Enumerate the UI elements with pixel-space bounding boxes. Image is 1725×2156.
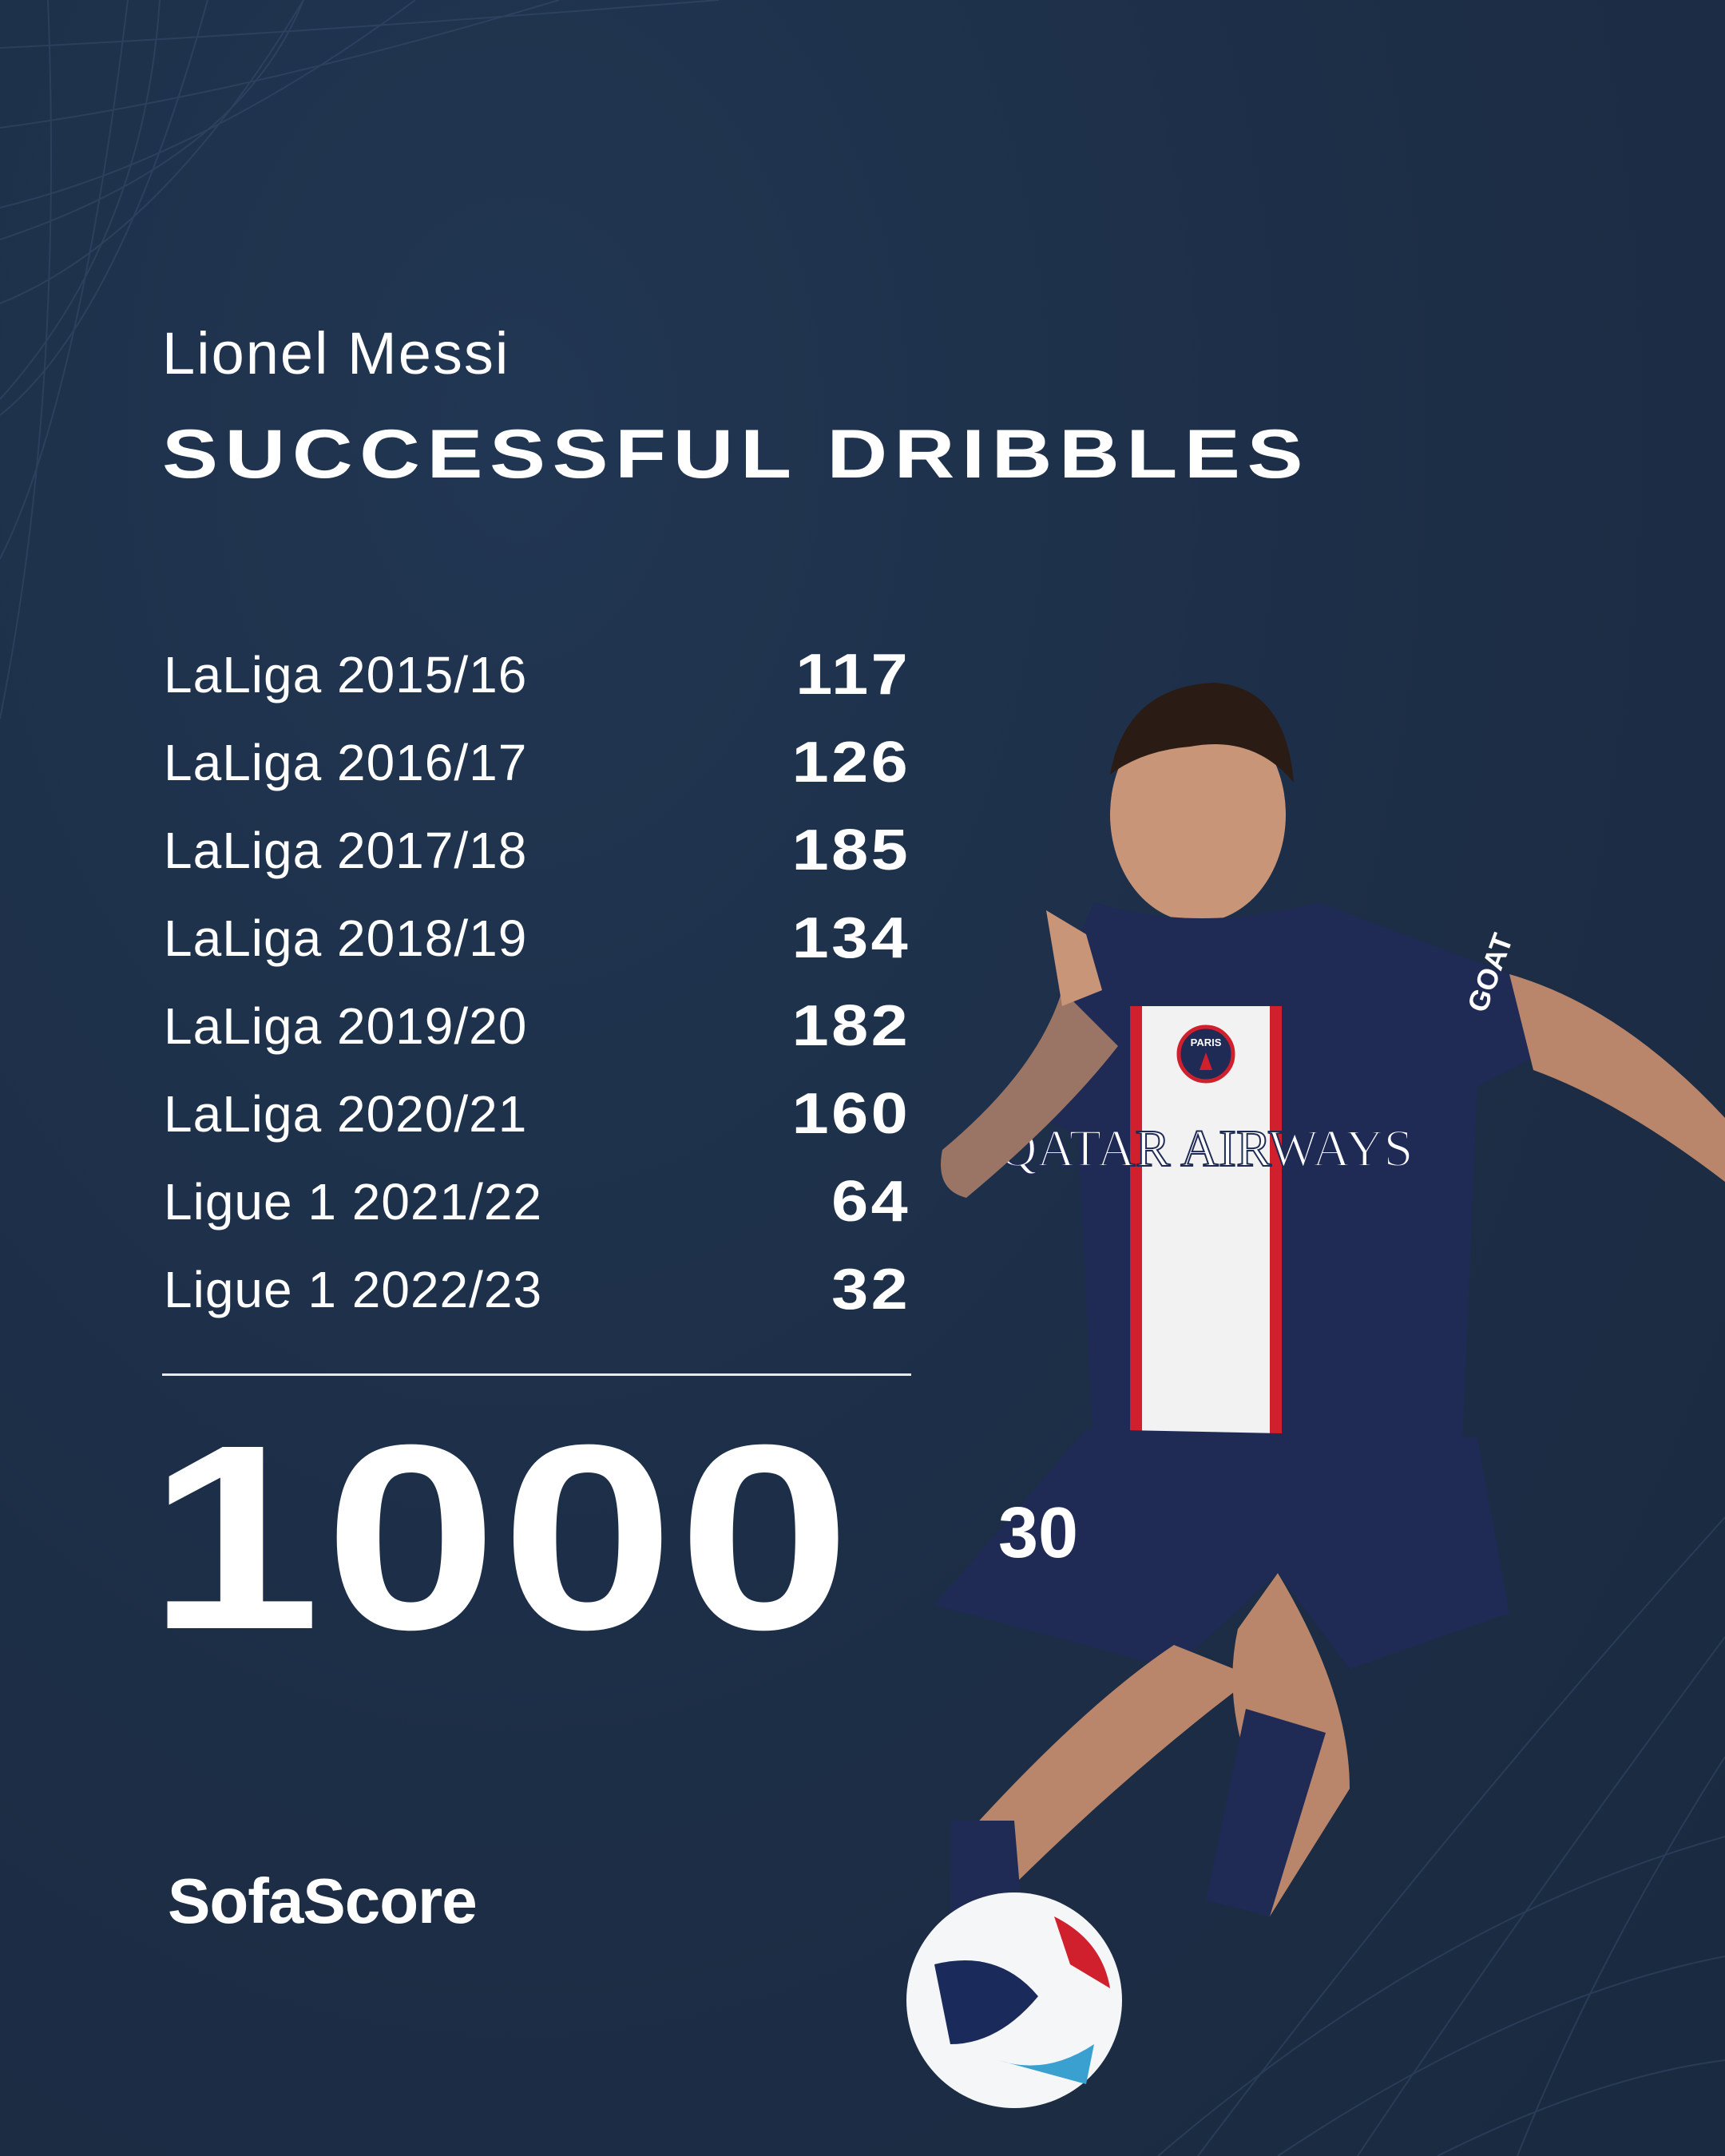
shirt-number: 30 — [998, 1493, 1078, 1573]
club-crest-text: PARIS — [1191, 1036, 1222, 1048]
season-label: LaLiga 2015/16 — [164, 646, 528, 703]
season-row: LaLiga 2015/16 117 — [164, 631, 910, 719]
season-row: Ligue 1 2022/23 32 — [164, 1246, 910, 1334]
sponsor-text: QATAR AIRWAYS — [999, 1120, 1414, 1178]
season-label: Ligue 1 2021/22 — [164, 1173, 543, 1231]
player-photo: PARIS QATAR AIRWAYS GOAT 30 — [906, 683, 1725, 2108]
season-row: LaLiga 2019/20 182 — [164, 982, 910, 1070]
season-value: 32 — [831, 1258, 910, 1322]
season-label: LaLiga 2017/18 — [164, 822, 528, 879]
season-label: LaLiga 2018/19 — [164, 910, 528, 967]
season-value: 160 — [791, 1082, 910, 1146]
divider — [162, 1373, 911, 1376]
season-label: LaLiga 2016/17 — [164, 734, 528, 791]
season-value: 182 — [791, 994, 910, 1058]
stat-title: SUCCESSFUL DRIBBLES — [162, 416, 1310, 493]
season-list: LaLiga 2015/16 117 LaLiga 2016/17 126 LaLi… — [164, 631, 910, 1334]
season-row: LaLiga 2020/21 160 — [164, 1070, 910, 1158]
season-row: LaLiga 2016/17 126 — [164, 719, 910, 807]
season-value: 117 — [795, 643, 910, 707]
season-row: LaLiga 2017/18 185 — [164, 807, 910, 894]
season-value: 126 — [791, 731, 910, 795]
season-row: LaLiga 2018/19 134 — [164, 894, 910, 982]
season-label: LaLiga 2020/21 — [164, 1085, 528, 1143]
season-value: 64 — [831, 1170, 910, 1234]
player-name: Lionel Messi — [162, 320, 510, 386]
season-label: Ligue 1 2022/23 — [164, 1261, 543, 1318]
total-value: 1000 — [148, 1389, 855, 1684]
season-row: Ligue 1 2021/22 64 — [164, 1158, 910, 1246]
season-value: 185 — [791, 818, 910, 882]
season-label: LaLiga 2019/20 — [164, 997, 528, 1055]
season-value: 134 — [791, 906, 910, 970]
sofascore-logo: SofaScore — [168, 1865, 478, 1936]
